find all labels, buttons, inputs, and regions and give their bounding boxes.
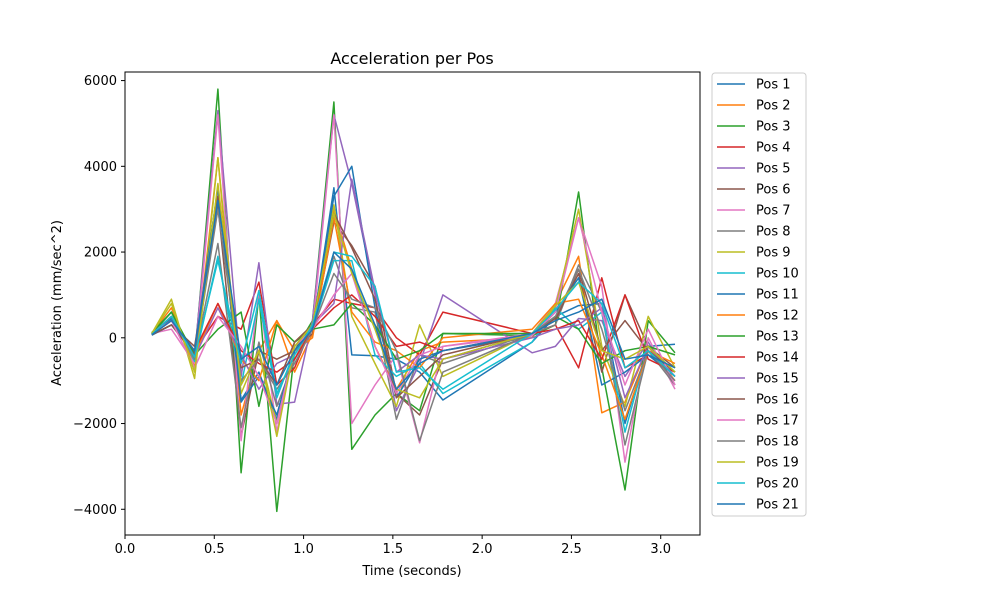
legend-label: Pos 16: [756, 393, 799, 408]
x-axis-label: Time (seconds): [361, 564, 461, 579]
legend-label: Pos 9: [756, 246, 791, 261]
y-tick-label: 4000: [84, 160, 117, 175]
legend-label: Pos 11: [756, 288, 799, 303]
series-line-18: [151, 208, 676, 442]
y-tick-label: −2000: [73, 417, 117, 432]
legend-label: Pos 10: [756, 267, 799, 282]
y-tick-label: 0: [109, 331, 117, 346]
y-tick-label: 2000: [84, 246, 117, 261]
y-axis-label: Acceleration (mm/sec^2): [50, 220, 65, 386]
legend-label: Pos 8: [756, 225, 791, 240]
legend-label: Pos 14: [756, 351, 799, 366]
legend-label: Pos 5: [756, 162, 791, 177]
legend-label: Pos 1: [756, 78, 791, 93]
x-tick-label: 0.5: [204, 542, 225, 557]
series-line-20: [151, 251, 676, 395]
x-tick-label: 2.5: [561, 542, 582, 557]
chart-title: Acceleration per Pos: [330, 49, 493, 68]
legend-label: Pos 20: [756, 477, 799, 492]
legend: Pos 1 Pos 2 Pos 3 Pos 4 Pos 5 Pos 6 Pos 7 Pos 8…: [711, 72, 807, 517]
x-tick-label: 1.0: [293, 542, 314, 557]
x-tick-label: 3.0: [650, 542, 671, 557]
legend-label: Pos 4: [756, 141, 791, 156]
legend-label: Pos 12: [756, 309, 799, 324]
legend-label: Pos 17: [756, 414, 799, 429]
x-tick-label: 1.5: [383, 542, 404, 557]
legend-label: Pos 19: [756, 456, 799, 471]
series-line-17: [151, 217, 676, 425]
series-line-21: [151, 199, 676, 390]
legend-label: Pos 21: [756, 498, 799, 513]
series-line-13: [151, 302, 676, 408]
series-lines: [151, 88, 676, 513]
y-axis: −4000 −2000 0 2000 4000 6000: [73, 74, 125, 518]
x-tick-label: 2.0: [472, 542, 493, 557]
plot-frame: [124, 71, 701, 536]
legend-label: Pos 3: [756, 120, 791, 135]
legend-label: Pos 18: [756, 435, 799, 450]
x-axis: 0.0 0.5 1.0 1.5 2.0 2.5 3.0: [115, 535, 671, 557]
y-tick-label: −4000: [73, 503, 117, 518]
legend-frame: [711, 72, 807, 517]
legend-label: Pos 7: [756, 204, 791, 219]
series-line-19: [151, 182, 676, 438]
legend-label: Pos 13: [756, 330, 799, 345]
x-tick-label: 0.0: [115, 542, 136, 557]
legend-label: Pos 15: [756, 372, 799, 387]
legend-label: Pos 2: [756, 99, 791, 114]
legend-label: Pos 6: [756, 183, 791, 198]
series-line-14: [151, 294, 676, 373]
y-tick-label: 6000: [84, 74, 117, 89]
